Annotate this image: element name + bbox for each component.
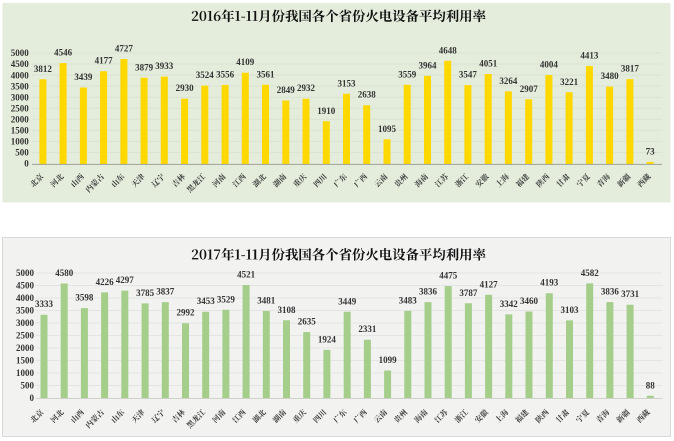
- svg-text:4051: 4051: [479, 59, 498, 69]
- svg-text:3817: 3817: [621, 64, 640, 74]
- svg-text:2331: 2331: [358, 324, 377, 334]
- svg-text:3153: 3153: [338, 78, 357, 88]
- svg-text:2907: 2907: [520, 84, 539, 94]
- svg-text:3449: 3449: [338, 296, 357, 306]
- svg-text:3500: 3500: [11, 81, 30, 91]
- svg-text:4226: 4226: [96, 277, 115, 287]
- svg-text:3000: 3000: [16, 318, 35, 328]
- svg-text:1095: 1095: [378, 124, 397, 134]
- svg-text:1099: 1099: [379, 355, 398, 365]
- svg-text:3481: 3481: [257, 296, 276, 306]
- svg-text:4193: 4193: [540, 278, 559, 288]
- svg-text:4004: 4004: [540, 60, 559, 70]
- svg-text:2992: 2992: [177, 308, 196, 318]
- svg-text:2638: 2638: [358, 90, 377, 100]
- svg-text:3837: 3837: [156, 287, 175, 297]
- svg-text:3103: 3103: [561, 305, 580, 315]
- svg-text:0: 0: [24, 159, 29, 169]
- svg-text:4127: 4127: [480, 279, 499, 289]
- svg-text:4000: 4000: [16, 293, 35, 303]
- svg-text:88: 88: [646, 380, 656, 390]
- svg-text:500: 500: [15, 148, 29, 158]
- svg-text:0: 0: [30, 393, 35, 403]
- svg-text:2849: 2849: [277, 85, 296, 95]
- svg-text:3460: 3460: [520, 296, 539, 306]
- svg-text:3108: 3108: [278, 305, 297, 315]
- svg-text:1500: 1500: [11, 126, 30, 136]
- svg-text:3836: 3836: [601, 287, 620, 297]
- svg-text:1000: 1000: [11, 137, 30, 147]
- svg-text:1500: 1500: [16, 356, 35, 366]
- svg-text:2000: 2000: [11, 115, 30, 125]
- svg-text:3812: 3812: [34, 64, 53, 74]
- svg-text:3556: 3556: [216, 69, 235, 79]
- svg-text:3933: 3933: [155, 61, 174, 71]
- svg-text:3529: 3529: [217, 294, 236, 304]
- svg-text:5000: 5000: [16, 268, 35, 278]
- svg-text:4475: 4475: [439, 271, 458, 281]
- svg-text:4521: 4521: [237, 270, 256, 280]
- svg-text:3559: 3559: [398, 69, 417, 79]
- svg-text:3547: 3547: [459, 70, 478, 80]
- svg-text:4582: 4582: [581, 268, 600, 278]
- svg-text:4727: 4727: [115, 44, 134, 54]
- svg-text:2932: 2932: [297, 83, 316, 93]
- svg-text:3483: 3483: [399, 295, 418, 305]
- svg-text:3598: 3598: [75, 293, 94, 303]
- svg-text:3524: 3524: [196, 70, 215, 80]
- svg-text:3561: 3561: [257, 69, 276, 79]
- svg-text:3333: 3333: [35, 299, 54, 309]
- svg-text:4000: 4000: [11, 70, 30, 80]
- svg-text:3439: 3439: [74, 72, 93, 82]
- svg-text:3731: 3731: [621, 289, 640, 299]
- svg-text:3787: 3787: [459, 288, 478, 298]
- svg-text:3221: 3221: [560, 77, 579, 87]
- svg-text:1924: 1924: [318, 334, 337, 344]
- svg-text:2500: 2500: [11, 104, 30, 114]
- svg-text:4109: 4109: [236, 57, 255, 67]
- svg-text:500: 500: [21, 381, 35, 391]
- svg-text:3785: 3785: [136, 288, 155, 298]
- svg-text:4546: 4546: [54, 48, 73, 58]
- svg-text:4413: 4413: [580, 51, 599, 61]
- svg-text:5000: 5000: [11, 48, 30, 58]
- svg-text:4500: 4500: [11, 59, 30, 69]
- svg-text:4500: 4500: [16, 281, 35, 291]
- svg-text:3836: 3836: [419, 287, 438, 297]
- svg-text:3342: 3342: [500, 299, 519, 309]
- svg-text:3500: 3500: [16, 306, 35, 316]
- svg-text:2000: 2000: [16, 343, 35, 353]
- svg-text:3000: 3000: [11, 92, 30, 102]
- svg-text:2635: 2635: [298, 317, 317, 327]
- svg-text:4297: 4297: [116, 275, 135, 285]
- svg-text:4648: 4648: [439, 45, 458, 55]
- svg-text:3453: 3453: [197, 296, 216, 306]
- svg-text:2500: 2500: [16, 331, 35, 341]
- svg-text:3480: 3480: [601, 71, 620, 81]
- svg-text:3264: 3264: [499, 76, 518, 86]
- svg-text:3964: 3964: [419, 60, 438, 70]
- svg-text:4580: 4580: [55, 268, 74, 278]
- svg-text:2930: 2930: [176, 83, 195, 93]
- svg-text:1910: 1910: [317, 106, 336, 116]
- svg-text:3879: 3879: [135, 62, 154, 72]
- svg-text:4177: 4177: [95, 56, 114, 66]
- svg-text:1000: 1000: [16, 368, 35, 378]
- svg-text:73: 73: [646, 146, 656, 156]
